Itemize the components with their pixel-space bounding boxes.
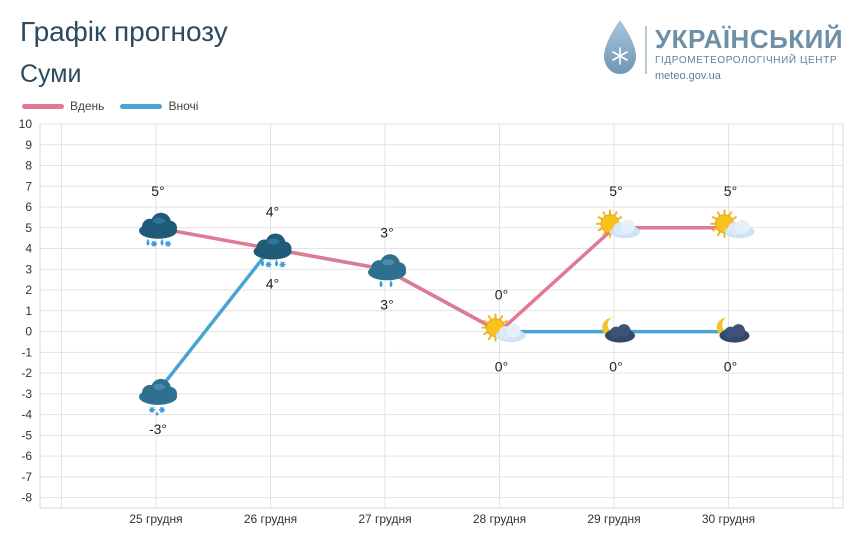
night-moon-cloud-icon	[716, 317, 750, 343]
y-tick-label: -8	[21, 491, 32, 505]
data-labels: 5° 4° 3° 0° 5° 5° -3° 4° 3° 0° 0° 0°	[149, 183, 737, 437]
legend-swatch-night	[120, 103, 163, 109]
x-tick-label: 29 грудня	[587, 512, 640, 526]
y-tick-label: 10	[19, 117, 33, 131]
night-value-label: 0°	[609, 359, 622, 375]
day-rain-cloud-icon	[368, 254, 406, 288]
series-line-night	[154, 246, 731, 396]
y-tick-label: 4	[25, 242, 32, 256]
y-tick-label: -5	[21, 428, 32, 442]
y-tick-label: -7	[21, 470, 32, 484]
day-value-label: 3°	[380, 224, 393, 240]
x-tick-label: 25 грудня	[129, 512, 182, 526]
series-line-day	[154, 226, 731, 334]
logo-subtitle: ГІДРОМЕТЕОРОЛОГІЧНИЙ ЦЕНТР	[655, 55, 838, 66]
logo-website-link[interactable]: meteo.gov.ua	[655, 70, 721, 82]
logo-separator	[645, 26, 647, 74]
chart-legend: Вдень Вночі	[22, 99, 214, 113]
day-value-label: 5°	[724, 183, 737, 199]
legend-item-day[interactable]: Вдень	[22, 99, 104, 113]
day-value-label: 5°	[609, 183, 622, 199]
y-tick-label: -2	[21, 366, 32, 380]
plot-frame	[39, 123, 844, 509]
y-tick-label: 9	[25, 138, 32, 152]
day-value-label: 5°	[151, 183, 164, 199]
day-snow-rain-cloud-icon	[139, 212, 177, 247]
x-tick-label: 28 грудня	[473, 512, 526, 526]
chart-grid	[39, 123, 844, 509]
weather-icons	[139, 209, 755, 416]
night-value-label: 3°	[380, 296, 393, 312]
ukrhydromet-logo[interactable]: УКРАЇНСЬКИЙ ГІДРОМЕТЕОРОЛОГІЧНИЙ ЦЕНТР m…	[600, 18, 850, 82]
x-axis-ticks: 25 грудня 26 грудня 27 грудня 28 грудня 29 г…	[129, 512, 755, 526]
y-tick-label: 5	[25, 221, 32, 235]
chart-title: Графік прогнозу	[20, 16, 228, 47]
y-tick-label: 2	[25, 283, 32, 297]
logo-title: УКРАЇНСЬКИЙ	[655, 24, 844, 54]
night-value-label: 0°	[495, 359, 508, 375]
legend-item-night[interactable]: Вночі	[120, 99, 198, 113]
day-sun-cloud-icon	[710, 209, 755, 239]
day-sun-cloud-icon	[481, 313, 526, 343]
day-value-label: 4°	[266, 204, 279, 220]
night-value-label: 4°	[266, 276, 279, 292]
water-drop-icon	[604, 20, 636, 74]
y-tick-label: 1	[25, 304, 32, 318]
y-tick-label: -3	[21, 387, 32, 401]
y-tick-label: 3	[25, 262, 32, 276]
y-tick-label: 0	[25, 325, 32, 339]
y-tick-label: 7	[25, 179, 32, 193]
night-moon-cloud-icon	[602, 317, 635, 343]
y-tick-label: -6	[21, 449, 32, 463]
y-tick-label: 6	[25, 200, 32, 214]
x-tick-label: 30 грудня	[702, 512, 755, 526]
legend-label-day: Вдень	[70, 99, 105, 113]
day-sun-cloud-icon	[596, 209, 640, 239]
night-value-label: -3°	[149, 421, 167, 437]
city-name: Суми	[20, 60, 82, 88]
y-tick-label: -1	[21, 345, 32, 359]
y-tick-label: -4	[21, 408, 32, 422]
night-snow-cloud-icon	[139, 378, 177, 416]
night-value-label: 0°	[724, 359, 737, 375]
x-tick-label: 26 грудня	[244, 512, 297, 526]
day-value-label: 0°	[495, 287, 508, 303]
x-tick-label: 27 грудня	[358, 512, 411, 526]
day-snow-rain-cloud-icon	[253, 233, 292, 268]
y-tick-label: 8	[25, 159, 32, 173]
legend-swatch-day	[22, 103, 64, 109]
legend-label-night: Вночі	[168, 99, 199, 113]
